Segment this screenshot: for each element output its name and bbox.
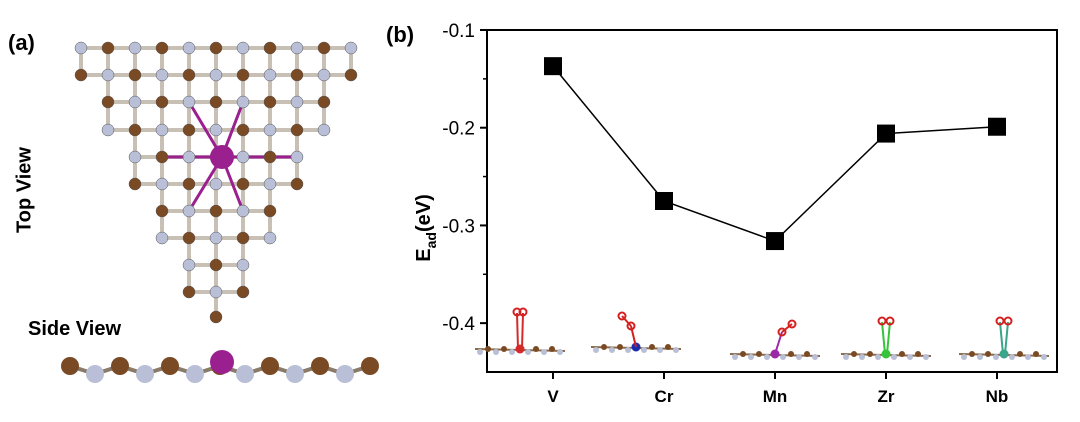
x-tick-label: Zr bbox=[878, 387, 895, 406]
inset-structures bbox=[474, 307, 1050, 360]
inset-structure bbox=[590, 311, 682, 353]
plot-frame bbox=[486, 29, 1058, 373]
y-tick-label: -0.3 bbox=[442, 216, 475, 237]
data-point bbox=[988, 117, 1006, 136]
lattice-atoms bbox=[74, 41, 358, 324]
side-view-structure bbox=[61, 350, 379, 383]
inset-structure bbox=[958, 316, 1050, 360]
axis-ticks: -0.1 -0.2 -0.3 -0.4 V Cr Mn Zr Nb bbox=[442, 21, 1008, 406]
y-tick-label: -0.1 bbox=[442, 21, 475, 42]
structure-illustration bbox=[61, 41, 379, 383]
x-tick-label: Cr bbox=[655, 387, 674, 406]
y-tick-label: -0.2 bbox=[442, 119, 475, 140]
x-tick-label: V bbox=[547, 387, 559, 406]
series-line bbox=[552, 65, 998, 242]
inset-structure bbox=[840, 316, 932, 360]
metal-atom bbox=[210, 145, 234, 169]
panel-a-label: (a) bbox=[8, 30, 35, 55]
data-markers bbox=[544, 57, 1006, 251]
data-point bbox=[766, 232, 784, 251]
panel-b-label: (b) bbox=[386, 22, 415, 47]
x-tick-label: Mn bbox=[763, 387, 788, 406]
y-tick-label: -0.4 bbox=[442, 314, 475, 335]
data-point bbox=[655, 192, 673, 210]
inset-structure bbox=[474, 307, 566, 355]
side-view-label: Side View bbox=[28, 318, 122, 340]
inset-structure bbox=[729, 319, 821, 360]
x-tick-label: Nb bbox=[986, 387, 1009, 406]
side-metal-atom bbox=[210, 350, 234, 374]
data-point bbox=[877, 124, 895, 143]
data-point bbox=[544, 57, 562, 76]
y-axis-label: Ead(eV) bbox=[413, 194, 439, 261]
